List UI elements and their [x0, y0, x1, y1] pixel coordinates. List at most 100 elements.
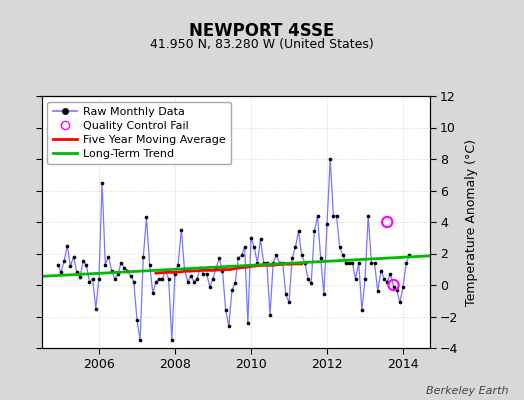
Point [294, 228, 303, 235]
Point [266, 312, 274, 318]
Point [348, 260, 357, 266]
Point [133, 316, 141, 323]
Point [69, 254, 78, 260]
Point [82, 261, 91, 268]
Point [222, 307, 230, 314]
Point [256, 236, 265, 242]
Point [202, 271, 211, 277]
Text: 41.950 N, 83.280 W (United States): 41.950 N, 83.280 W (United States) [150, 38, 374, 51]
Point [161, 268, 170, 274]
Point [183, 279, 192, 285]
Point [158, 276, 167, 282]
Text: Berkeley Earth: Berkeley Earth [426, 386, 508, 396]
Point [120, 264, 128, 271]
Point [386, 271, 395, 277]
Point [275, 260, 283, 266]
Point [392, 286, 401, 293]
Point [399, 283, 407, 290]
Point [101, 261, 110, 268]
Point [389, 283, 398, 290]
Point [253, 260, 261, 266]
Point [396, 299, 404, 306]
Point [180, 266, 189, 272]
Point [304, 276, 312, 282]
Point [196, 264, 204, 271]
Point [323, 220, 331, 227]
Point [313, 212, 322, 219]
Point [177, 227, 185, 233]
Point [380, 276, 388, 282]
Point [60, 258, 68, 264]
Point [225, 323, 233, 329]
Point [117, 260, 125, 266]
Point [335, 244, 344, 250]
Point [234, 255, 243, 262]
Point [73, 269, 81, 276]
Point [342, 260, 350, 266]
Point [320, 291, 328, 298]
Point [143, 214, 151, 220]
Point [66, 263, 74, 269]
Point [57, 269, 65, 276]
Point [111, 276, 119, 282]
Point [298, 252, 306, 258]
Point [89, 276, 97, 282]
Point [291, 244, 300, 250]
Point [228, 286, 236, 293]
Point [345, 260, 353, 266]
Text: NEWPORT 4SSE: NEWPORT 4SSE [189, 22, 335, 40]
Point [79, 258, 88, 264]
Y-axis label: Temperature Anomaly (°C): Temperature Anomaly (°C) [465, 138, 478, 306]
Point [76, 274, 84, 280]
Point [310, 228, 319, 235]
Point [123, 268, 132, 274]
Point [288, 255, 297, 262]
Point [136, 337, 144, 343]
Point [405, 252, 413, 258]
Point [285, 299, 293, 306]
Point [278, 260, 287, 266]
Point [241, 244, 249, 250]
Point [53, 261, 62, 268]
Point [339, 252, 347, 258]
Point [374, 288, 382, 294]
Point [171, 271, 179, 277]
Point [152, 279, 160, 285]
Point [104, 254, 113, 260]
Point [63, 242, 71, 249]
Point [301, 260, 309, 266]
Point [377, 268, 385, 274]
Point [174, 261, 182, 268]
Point [129, 279, 138, 285]
Point [316, 255, 325, 262]
Point [219, 268, 227, 274]
Point [250, 244, 258, 250]
Point [209, 276, 217, 282]
Point [139, 254, 147, 260]
Point [259, 260, 268, 266]
Point [146, 261, 154, 268]
Point [364, 212, 373, 219]
Point [383, 279, 391, 285]
Point [92, 306, 100, 312]
Point [244, 320, 252, 326]
Point [361, 276, 369, 282]
Point [190, 279, 198, 285]
Point [231, 280, 239, 287]
Point [389, 282, 398, 288]
Point [215, 255, 224, 262]
Point [95, 276, 103, 282]
Point [352, 276, 360, 282]
Point [383, 219, 391, 225]
Point [402, 260, 410, 266]
Point [282, 291, 290, 298]
Point [370, 260, 379, 266]
Point [187, 272, 195, 279]
Point [212, 264, 220, 271]
Point [272, 252, 280, 258]
Point [155, 276, 163, 282]
Point [126, 272, 135, 279]
Point [332, 212, 341, 219]
Point [367, 260, 376, 266]
Point [247, 234, 255, 241]
